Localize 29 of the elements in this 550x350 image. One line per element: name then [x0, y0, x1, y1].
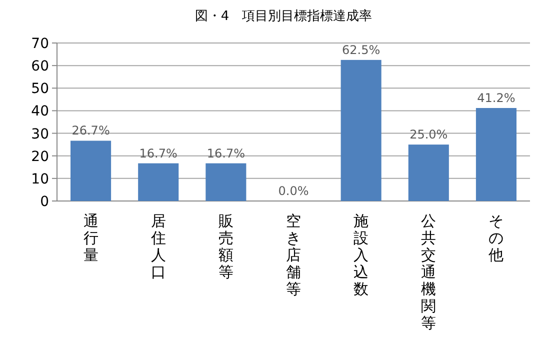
chart-title: 図・4 項目別目標指標達成率 — [194, 8, 372, 24]
x-tick-label: 居住人口 — [150, 212, 166, 281]
x-tick-label: その他 — [488, 212, 504, 264]
data-label: 25.0% — [410, 128, 448, 142]
data-label: 26.7% — [72, 124, 110, 138]
y-tick-label: 10 — [31, 171, 49, 188]
y-tick-label: 70 — [31, 36, 49, 52]
y-tick-label: 30 — [31, 126, 49, 142]
data-label: 41.2% — [477, 91, 516, 106]
data-label: 16.7% — [139, 146, 178, 160]
bar — [340, 60, 382, 201]
x-tick-label: 空き店舗等 — [286, 212, 301, 298]
bar — [408, 144, 449, 201]
bar — [70, 140, 112, 201]
y-tick-label: 40 — [31, 104, 49, 120]
bar — [138, 163, 179, 201]
bar — [206, 163, 246, 201]
data-label: 16.7% — [206, 146, 245, 160]
y-tick-label: 0 — [40, 194, 49, 210]
y-tick-label: 50 — [31, 81, 49, 98]
data-label: 0.0% — [278, 184, 309, 198]
data-label: 62.5% — [342, 42, 380, 57]
x-tick-label: 施設入込数 — [354, 212, 369, 298]
x-tick-label: 公共交通機関等 — [421, 212, 436, 332]
x-tick-label: 通行量 — [83, 212, 98, 264]
x-tick-label: 販売額等 — [218, 212, 234, 281]
bar — [476, 108, 516, 201]
y-tick-label: 60 — [31, 58, 49, 75]
y-tick-label: 20 — [31, 148, 49, 165]
